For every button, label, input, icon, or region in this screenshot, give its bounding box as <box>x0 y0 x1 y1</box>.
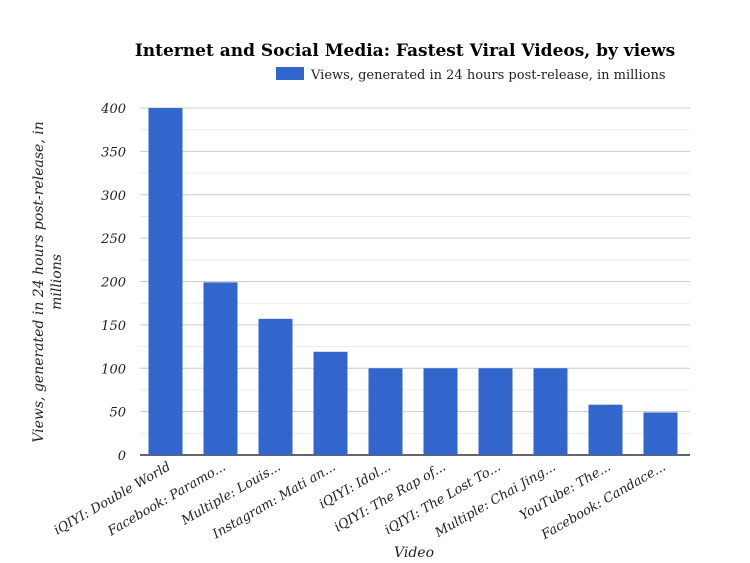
y-tick-label: 100 <box>101 362 126 377</box>
y-tick-label: 250 <box>100 232 126 247</box>
x-axis-label: Video <box>394 545 434 561</box>
bar <box>368 368 403 455</box>
y-tick-label: 50 <box>109 406 126 421</box>
bar <box>478 368 513 455</box>
y-tick-label: 300 <box>101 189 126 204</box>
bar <box>148 108 183 455</box>
y-tick-label: 200 <box>100 276 126 291</box>
bar <box>258 318 293 455</box>
bar <box>643 412 678 455</box>
y-tick-label: 400 <box>100 102 126 117</box>
y-axis-label-line2: millions <box>49 254 65 310</box>
y-tick-label: 0 <box>118 449 126 464</box>
bar <box>588 404 623 455</box>
y-tick-label: 350 <box>101 145 126 160</box>
bar <box>423 368 458 455</box>
legend-label: Views, generated in 24 hours post-releas… <box>310 68 666 83</box>
bar <box>203 282 238 455</box>
y-axis-label: Views, generated in 24 hours post-releas… <box>31 121 47 443</box>
bar <box>533 368 568 455</box>
legend-swatch <box>276 67 304 80</box>
chart-title: Internet and Social Media: Fastest Viral… <box>135 41 675 61</box>
y-tick-label: 150 <box>101 319 126 334</box>
bar <box>313 351 348 455</box>
